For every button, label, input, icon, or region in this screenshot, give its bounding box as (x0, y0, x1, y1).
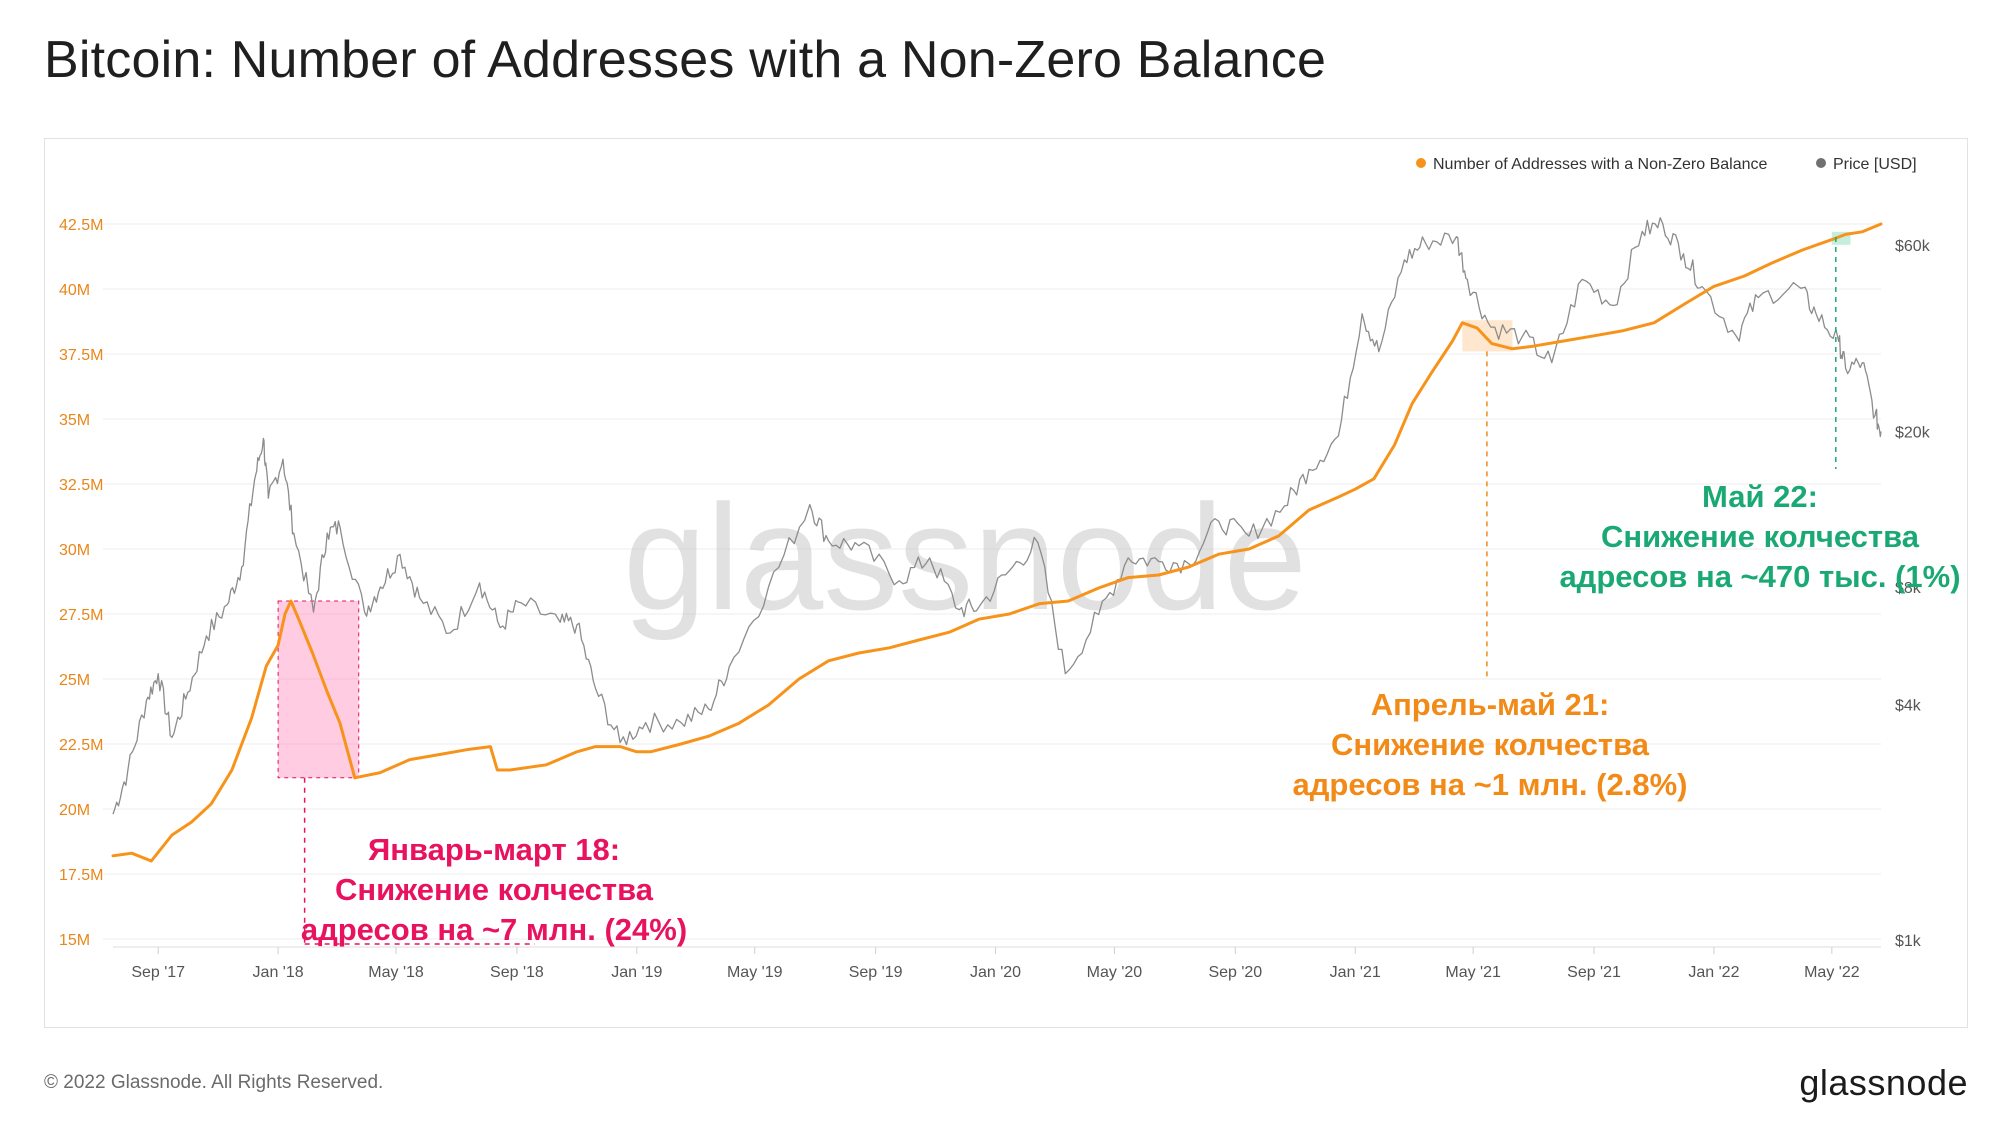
y-left-tick-label: 22.5M (59, 737, 103, 754)
y-right-tick-label: $1k (1895, 933, 1922, 950)
y-left-tick-label: 32.5M (59, 477, 103, 494)
annotation-jan18: Январь-март 18: Снижение колчества адрес… (264, 830, 724, 950)
y-left-tick-label: 42.5M (59, 217, 103, 234)
annotation-may22-line3: адресов на ~470 тыс. (1%) (1559, 559, 1961, 594)
y-left-tick-label: 30M (59, 542, 90, 559)
watermark: glassnode (623, 473, 1307, 641)
y-left-tick-label: 25M (59, 672, 90, 689)
y-left-tick-label: 37.5M (59, 347, 103, 364)
x-tick-label: Jan '19 (611, 964, 662, 981)
x-tick-label: Jan '18 (253, 964, 304, 981)
copyright-footer: © 2022 Glassnode. All Rights Reserved. (44, 1072, 384, 1093)
annotation-may22-line2: Снижение колчества (1601, 519, 1919, 554)
chart-title: Bitcoin: Number of Addresses with a Non-… (44, 31, 1327, 89)
y-left-tick-label: 20M (59, 802, 90, 819)
x-tick-label: Sep '19 (849, 964, 903, 981)
chart-panel: 15M 17.5M 20M 22.5M 25M 27.5M 30M 32.5M 35M 37.5M… (44, 138, 1968, 1028)
x-tick-label: May '19 (727, 964, 783, 981)
x-tick-label: Sep '20 (1208, 964, 1262, 981)
y-left-tick-label: 17.5M (59, 867, 103, 884)
y-right-tick-label: $8k (1895, 580, 1922, 597)
y-left-tick-label: 27.5M (59, 607, 103, 624)
annotation-may22-line1: Май 22: (1702, 479, 1818, 514)
x-tick-label: May '22 (1804, 964, 1860, 981)
y-left-tick-label: 40M (59, 282, 90, 299)
annotation-may22: Май 22: Снижение колчества адресов на ~4… (1530, 477, 1990, 597)
legend-marker-price (1816, 158, 1826, 168)
x-tick-label: Jan '22 (1688, 964, 1739, 981)
x-tick-label: May '21 (1445, 964, 1501, 981)
annotation-apr21-line1: Апрель-май 21: (1370, 687, 1610, 722)
legend-label-addresses: Number of Addresses with a Non-Zero Bala… (1433, 156, 1767, 173)
x-tick-label: May '20 (1087, 964, 1143, 981)
x-tick-label: Sep '21 (1567, 964, 1621, 981)
legend: Number of Addresses with a Non-Zero Bala… (1416, 156, 1917, 173)
legend-marker-addresses (1416, 158, 1426, 168)
y-right-tick-label: $60k (1895, 238, 1931, 255)
y-right-tick-label: $20k (1895, 424, 1931, 441)
series-addresses-line (111, 222, 1883, 863)
legend-label-price: Price [USD] (1833, 156, 1917, 173)
annotation-jan18-line3: адресов на ~7 млн. (24%) (300, 912, 688, 947)
x-tick-label: May '18 (368, 964, 424, 981)
x-tick-label: Jan '20 (970, 964, 1021, 981)
series-price-line (112, 217, 1882, 815)
annotation-apr21-line3: адресов на ~1 млн. (2.8%) (1292, 767, 1688, 802)
annotation-jan18-line1: Январь-март 18: (367, 832, 621, 867)
annotation-apr21: Апрель-май 21: Снижение колчества адресо… (1240, 685, 1740, 805)
y-left-tick-label: 15M (59, 932, 90, 949)
x-tick-label: Sep '17 (131, 964, 185, 981)
glassnode-logo: glassnode (1799, 1062, 1968, 1103)
y-left-tick-label: 35M (59, 412, 90, 429)
x-tick-label: Jan '21 (1330, 964, 1381, 981)
x-tick-label: Sep '18 (490, 964, 544, 981)
chart-svg: 15M 17.5M 20M 22.5M 25M 27.5M 30M 32.5M 35M 37.5M… (59, 156, 1931, 981)
y-right-tick-label: $4k (1895, 698, 1922, 715)
annotation-apr21-line2: Снижение колчества (1331, 727, 1649, 762)
annotation-jan18-line2: Снижение колчества (335, 872, 653, 907)
